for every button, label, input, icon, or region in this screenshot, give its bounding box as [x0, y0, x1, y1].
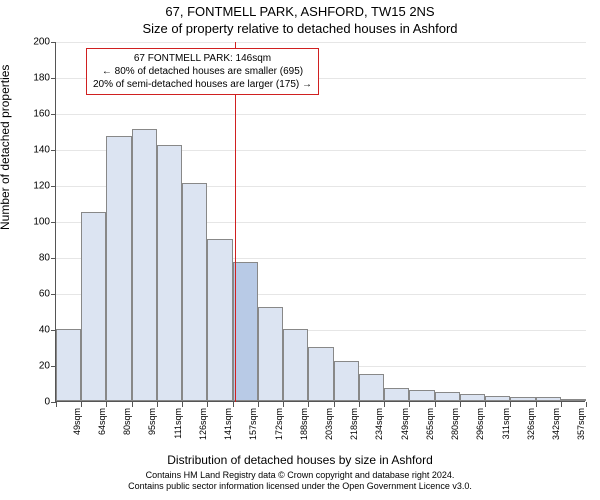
histogram-bar: [233, 262, 258, 401]
histogram-bar: [182, 183, 207, 401]
histogram-bar: [56, 329, 81, 401]
y-tick-label: 0: [10, 397, 50, 408]
histogram-bar: [157, 145, 182, 401]
x-tick-mark: [132, 402, 133, 407]
x-tick-mark: [283, 402, 284, 407]
histogram-bar: [106, 136, 131, 401]
histogram-bar: [536, 397, 561, 401]
y-tick-mark: [51, 42, 56, 43]
x-tick-mark: [157, 402, 158, 407]
y-tick-mark: [51, 294, 56, 295]
y-tick-label: 40: [10, 325, 50, 336]
x-tick-mark: [207, 402, 208, 407]
x-tick-mark: [536, 402, 537, 407]
y-tick-label: 160: [10, 109, 50, 120]
x-tick-mark: [182, 402, 183, 407]
y-tick-label: 120: [10, 181, 50, 192]
histogram-bar: [132, 129, 157, 401]
x-tick-mark: [510, 402, 511, 407]
x-tick-mark: [435, 402, 436, 407]
x-tick-mark: [106, 402, 107, 407]
histogram-bar: [359, 374, 384, 401]
x-tick-mark: [334, 402, 335, 407]
histogram-bar: [334, 361, 359, 401]
x-axis-label: Distribution of detached houses by size …: [0, 453, 600, 467]
y-tick-label: 20: [10, 361, 50, 372]
x-tick-mark: [233, 402, 234, 407]
histogram-bar: [81, 212, 106, 401]
x-tick-mark: [81, 402, 82, 407]
y-tick-label: 180: [10, 73, 50, 84]
grid-line: [56, 42, 586, 43]
y-tick-mark: [51, 258, 56, 259]
y-tick-mark: [51, 78, 56, 79]
annotation-line1: 67 FONTMELL PARK: 146sqm: [134, 53, 271, 64]
x-tick-mark: [561, 402, 562, 407]
footnote-line1: Contains HM Land Registry data © Crown c…: [146, 470, 455, 480]
y-tick-label: 140: [10, 145, 50, 156]
x-tick-mark: [586, 402, 587, 407]
annotation-box: 67 FONTMELL PARK: 146sqm ← 80% of detache…: [86, 48, 319, 95]
chart-title-line2: Size of property relative to detached ho…: [0, 21, 600, 36]
x-tick-mark: [485, 402, 486, 407]
x-tick-mark: [460, 402, 461, 407]
histogram-bar: [308, 347, 333, 401]
y-tick-mark: [51, 150, 56, 151]
y-tick-label: 200: [10, 37, 50, 48]
chart-title-line1: 67, FONTMELL PARK, ASHFORD, TW15 2NS: [0, 4, 600, 19]
x-tick-mark: [308, 402, 309, 407]
annotation-line2: ← 80% of detached houses are smaller (69…: [102, 66, 303, 77]
y-tick-mark: [51, 186, 56, 187]
footnote: Contains HM Land Registry data © Crown c…: [0, 470, 600, 492]
plot-area: 02040608010012014016018020049sqm64sqm80s…: [55, 42, 585, 402]
chart-container: 67, FONTMELL PARK, ASHFORD, TW15 2NS Siz…: [0, 0, 600, 500]
annotation-line3: 20% of semi-detached houses are larger (…: [93, 79, 312, 90]
x-tick-mark: [56, 402, 57, 407]
histogram-bar: [435, 392, 460, 401]
x-tick-mark: [258, 402, 259, 407]
grid-line: [56, 114, 586, 115]
y-tick-mark: [51, 114, 56, 115]
histogram-bar: [409, 390, 434, 401]
histogram-bar: [561, 399, 586, 401]
histogram-bar: [258, 307, 283, 401]
histogram-bar: [283, 329, 308, 401]
footnote-line2: Contains public sector information licen…: [128, 481, 472, 491]
histogram-bar: [485, 396, 510, 401]
plot-inner: 02040608010012014016018020049sqm64sqm80s…: [55, 42, 585, 402]
histogram-bar: [510, 397, 535, 401]
y-tick-label: 60: [10, 289, 50, 300]
x-tick-mark: [384, 402, 385, 407]
histogram-bar: [460, 394, 485, 401]
x-tick-mark: [409, 402, 410, 407]
histogram-bar: [384, 388, 409, 401]
histogram-bar: [207, 239, 232, 401]
y-tick-label: 80: [10, 253, 50, 264]
y-tick-mark: [51, 222, 56, 223]
y-tick-label: 100: [10, 217, 50, 228]
reference-line: [235, 42, 236, 402]
x-tick-mark: [359, 402, 360, 407]
